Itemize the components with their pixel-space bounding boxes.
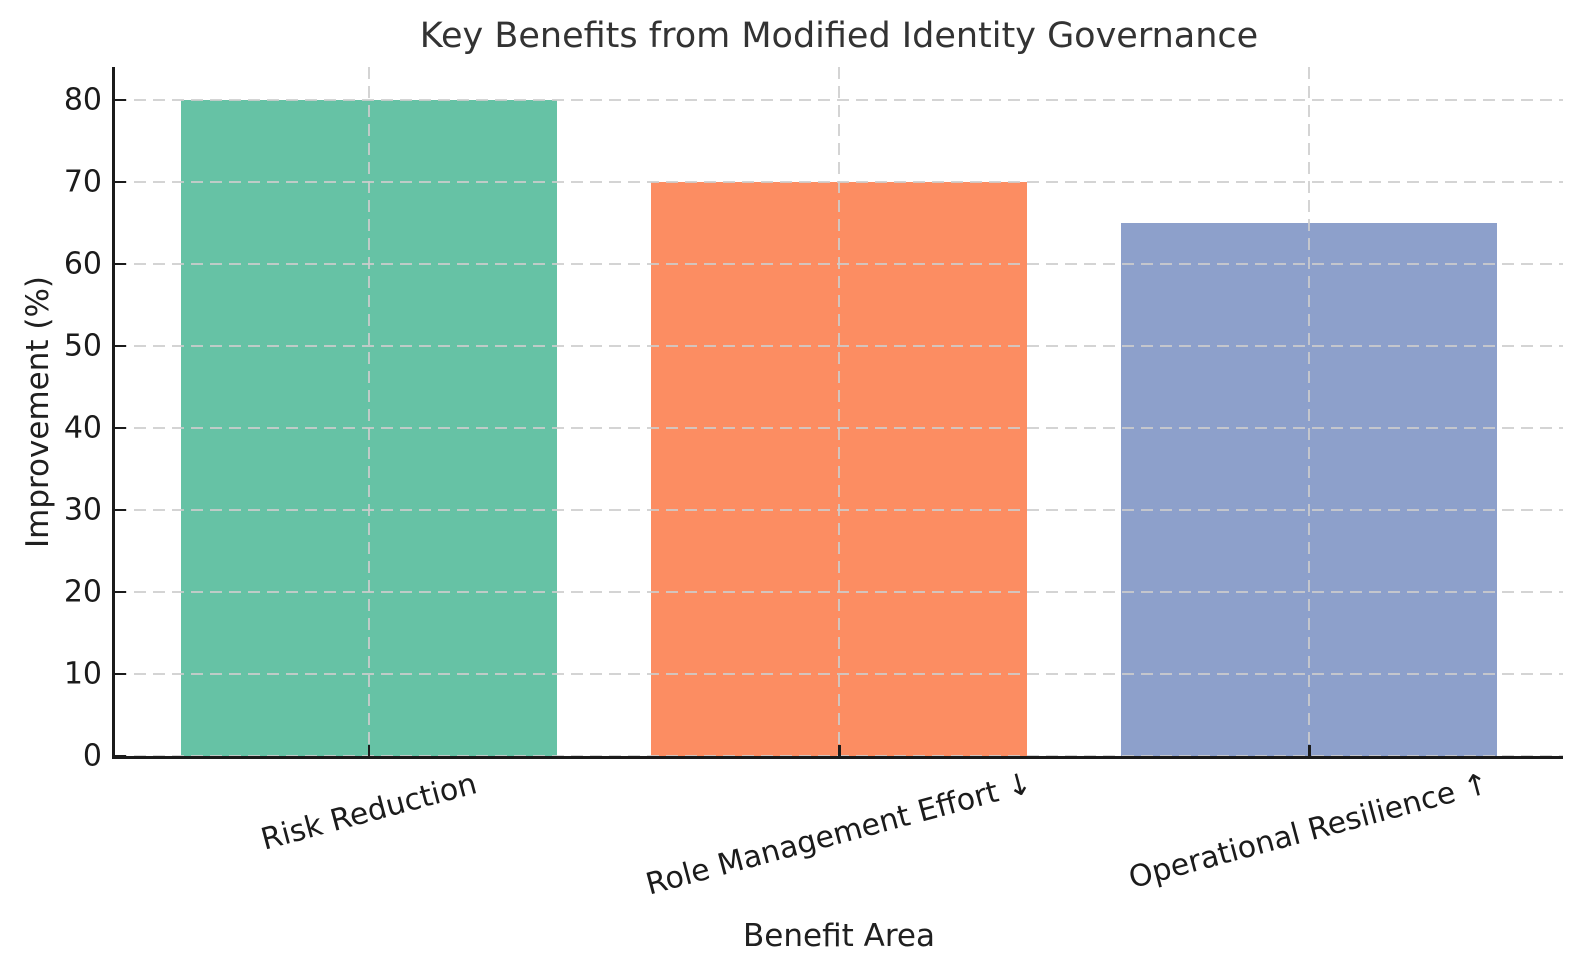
y-tick-10 [115, 672, 126, 676]
y-tick-0 [115, 755, 126, 758]
y-axis-spine [112, 67, 115, 759]
x-tick-operational-resilience [1308, 745, 1311, 756]
y-tick-60 [115, 262, 126, 266]
y-tick-label: 60 [63, 246, 102, 282]
y-tick-label: 50 [63, 328, 102, 364]
y-tick-label: 20 [63, 574, 102, 610]
x-tick-label-operational-resilience: Operational Resilience ↑ [1125, 765, 1493, 896]
y-tick-30 [115, 508, 126, 512]
y-tick-label: 10 [63, 656, 102, 692]
y-tick-70 [115, 180, 126, 184]
x-tick-label-role-management-effort: Role Management Effort ↓ [642, 765, 1036, 903]
y-tick-label: 80 [63, 82, 102, 118]
x-axis-label: Benefit Area [743, 918, 935, 954]
gridline-x-risk-reduction [367, 67, 370, 756]
x-tick-role-management-effort [838, 745, 841, 756]
y-tick-20 [115, 590, 126, 594]
x-tick-label-risk-reduction: Risk Reduction [257, 766, 481, 858]
y-tick-80 [115, 98, 126, 102]
gridline-x-operational-resilience [1308, 67, 1311, 756]
y-tick-40 [115, 426, 126, 430]
chart-title: Key Benefits from Modified Identity Gove… [419, 16, 1259, 56]
x-tick-risk-reduction [367, 745, 371, 756]
y-tick-50 [115, 344, 126, 348]
y-tick-label: 0 [82, 738, 102, 774]
gridline-x-role-management-effort [838, 67, 840, 756]
x-axis-spine [112, 756, 1563, 759]
y-tick-label: 30 [63, 492, 102, 528]
y-tick-label: 40 [63, 410, 102, 446]
y-tick-label: 70 [63, 164, 102, 200]
